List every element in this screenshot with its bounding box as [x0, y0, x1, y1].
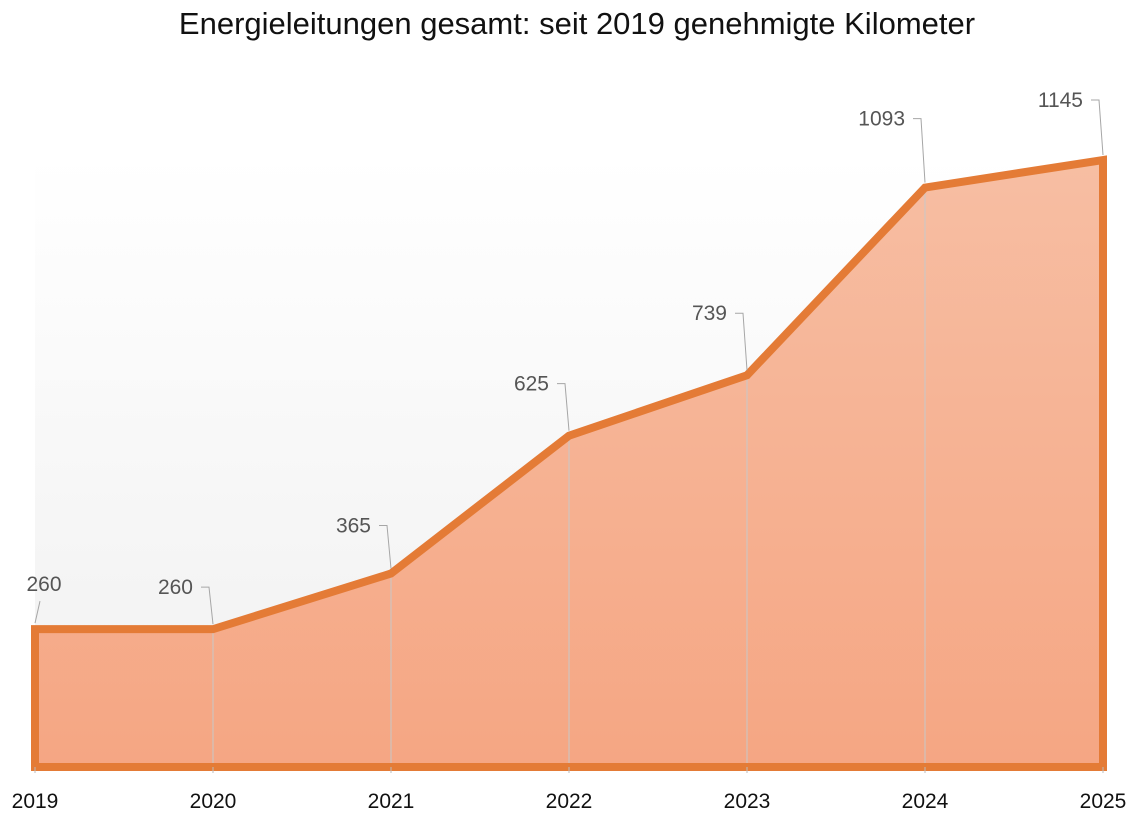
- leader-line: [1091, 99, 1104, 156]
- leader-line: [557, 383, 570, 431]
- data-label: 1093: [858, 108, 905, 131]
- data-label: 625: [514, 373, 549, 396]
- leader-line: [379, 525, 392, 569]
- series-line: [31, 155, 1107, 771]
- data-label: 739: [692, 302, 727, 325]
- chart-title: Energieleitungen gesamt: seit 2019 geneh…: [179, 6, 975, 41]
- data-label: 260: [158, 576, 193, 599]
- leader-line: [735, 312, 748, 371]
- x-tick-label: 2021: [368, 790, 415, 813]
- x-tick-label: 2022: [546, 790, 593, 813]
- data-label: 1145: [1038, 89, 1083, 112]
- leader-line: [913, 118, 926, 183]
- x-tick-label: 2025: [1080, 790, 1127, 813]
- x-tick-label: 2019: [12, 790, 59, 813]
- x-tick-label: 2020: [190, 790, 237, 813]
- x-tick-label: 2023: [724, 790, 771, 813]
- x-tick-label: 2024: [902, 790, 949, 813]
- leader-line: [201, 586, 214, 625]
- data-label: 365: [336, 515, 371, 538]
- leader-line: [34, 601, 41, 624]
- data-label: 260: [26, 573, 61, 596]
